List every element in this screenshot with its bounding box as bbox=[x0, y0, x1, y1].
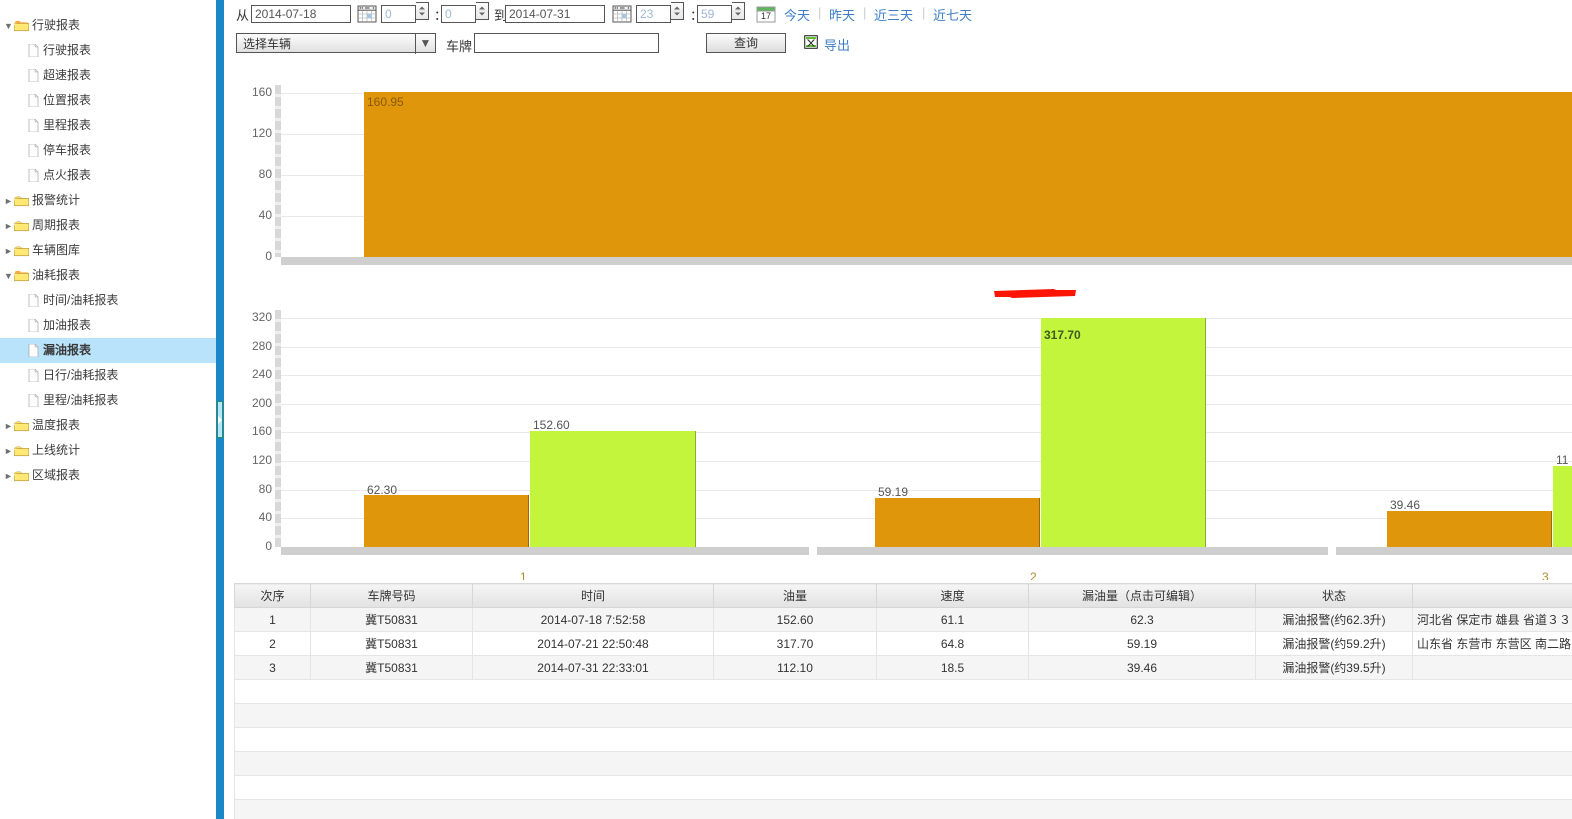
svg-text:17: 17 bbox=[761, 11, 771, 21]
